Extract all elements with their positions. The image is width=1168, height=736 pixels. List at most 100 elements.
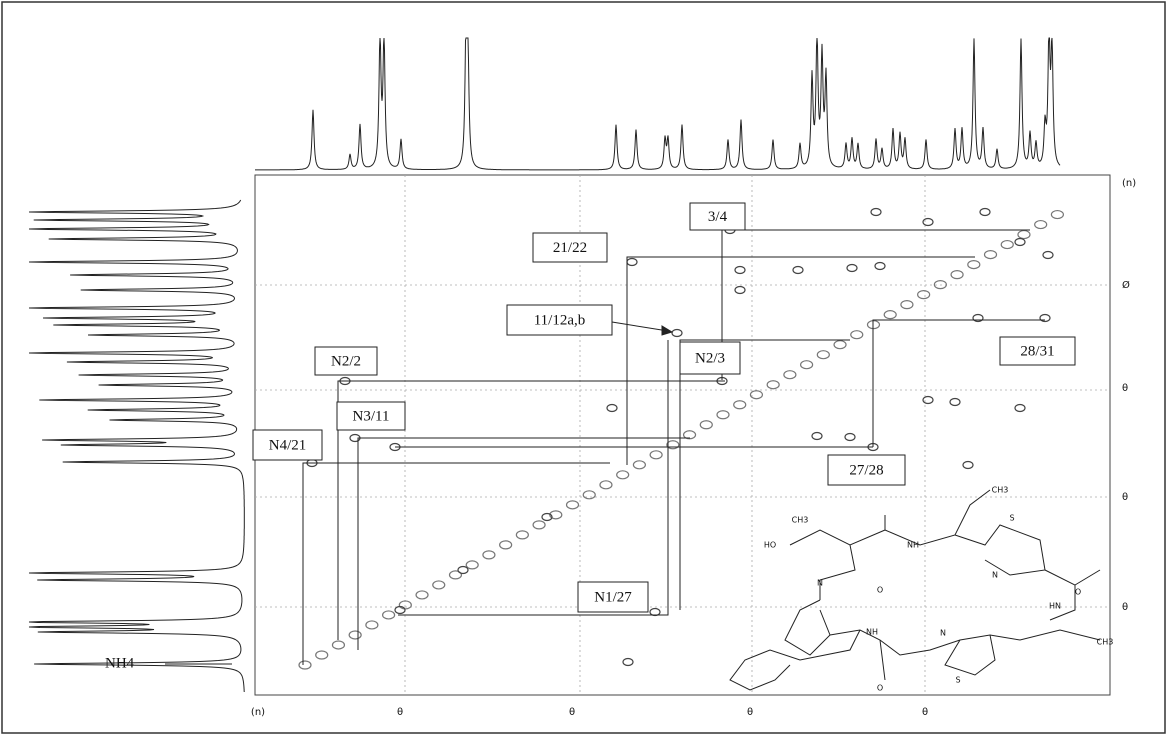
cross-peak xyxy=(870,207,882,217)
cross-peak xyxy=(846,263,858,273)
diagonal-peak xyxy=(382,610,396,620)
cross-peak xyxy=(671,328,683,338)
label-box xyxy=(506,304,613,336)
cross-peak xyxy=(972,313,984,323)
cross-peak xyxy=(979,207,991,217)
x-tick-label: (n) xyxy=(251,707,265,718)
proton-spectrum-left xyxy=(28,199,245,692)
y-tick-label: θ xyxy=(1122,492,1128,503)
diagonal-peak xyxy=(749,390,764,400)
cross-peak xyxy=(874,261,886,271)
cross-peaks xyxy=(298,207,1065,670)
diagonal-peak xyxy=(1034,219,1048,230)
diagonal-peak xyxy=(582,490,596,500)
cross-peak xyxy=(1039,313,1051,323)
structure-label: O xyxy=(877,586,883,595)
structure-label: CH3 xyxy=(792,516,809,525)
diagonal-peak xyxy=(298,660,312,670)
diagonal-peak xyxy=(716,410,730,420)
cross-peak xyxy=(622,657,634,667)
diagonal-peak xyxy=(448,570,463,580)
x-tick-label: θ xyxy=(397,707,403,718)
structure-label: HN xyxy=(1049,602,1061,611)
cross-peak xyxy=(922,217,934,227)
y-tick-label: (n) xyxy=(1122,178,1136,189)
cross-peak xyxy=(649,607,661,617)
cross-peak xyxy=(949,397,961,407)
diagonal-peak xyxy=(482,550,496,560)
diagonal-peak xyxy=(532,520,546,530)
assignment-label: N2/3 xyxy=(695,350,725,366)
y-tick-label: Ø xyxy=(1122,279,1130,291)
side-label: NH4 xyxy=(105,655,135,671)
cross-peak xyxy=(734,265,746,275)
structure-label: S xyxy=(1009,514,1014,523)
diagonal-peak xyxy=(666,440,680,450)
diagonal-peak xyxy=(850,330,864,340)
diagonal-peak xyxy=(515,530,529,540)
assignment-label: N3/11 xyxy=(353,408,390,424)
diagonal-peak xyxy=(833,340,847,350)
label-box xyxy=(999,336,1076,366)
cross-peak xyxy=(962,460,974,470)
structure-label: O xyxy=(1075,588,1081,597)
diagonal-peak xyxy=(549,510,563,520)
diagonal-peak xyxy=(816,350,830,360)
diagonal-peak xyxy=(682,430,697,440)
structure-label: HO xyxy=(764,541,776,550)
cross-peak xyxy=(811,431,823,441)
cross-peak xyxy=(922,395,934,405)
assignment-label: 3/4 xyxy=(708,209,728,225)
cross-peak xyxy=(606,403,618,413)
diagonal-peak xyxy=(766,380,780,390)
label-box xyxy=(532,232,608,263)
cross-peak xyxy=(1042,250,1054,260)
cross-peak xyxy=(792,265,804,275)
diagonal-peak xyxy=(599,480,613,490)
diagonal-peak xyxy=(415,590,429,600)
assignment-label: 21/22 xyxy=(553,240,587,256)
structure-label: NH xyxy=(907,541,919,550)
structure-label: N xyxy=(817,579,823,588)
assignment-label: 27/28 xyxy=(849,462,883,478)
diagonal-peak xyxy=(1017,229,1031,240)
label-box xyxy=(827,454,906,486)
assignment-label: N4/21 xyxy=(269,437,307,453)
label-box xyxy=(314,346,378,376)
cross-peak xyxy=(1014,403,1026,413)
x-tick-label: θ xyxy=(569,707,575,718)
diagonal-peak xyxy=(499,540,513,550)
cross-peak xyxy=(457,565,469,575)
diagonal-peak xyxy=(950,270,964,280)
structure-label: N xyxy=(940,629,946,638)
diagonal-peak xyxy=(733,400,747,410)
structure-label: NH xyxy=(866,628,878,637)
label-box xyxy=(577,581,649,613)
diagonal-peak xyxy=(1050,209,1065,220)
x-tick-label: θ xyxy=(747,707,753,718)
cross-peak xyxy=(541,512,553,522)
diagonal-peak xyxy=(783,370,797,380)
diagonal-peak xyxy=(565,500,580,510)
diagonal-peak xyxy=(649,450,663,460)
diagonal-peak xyxy=(967,260,981,270)
structure-label: CH3 xyxy=(1097,638,1114,647)
structure-label: O xyxy=(877,684,883,693)
diagonal-peak xyxy=(883,310,897,320)
y-tick-label: θ xyxy=(1122,602,1128,613)
structure-label: S xyxy=(955,676,960,685)
assignment-label: 11/12a,b xyxy=(534,312,586,328)
assignment-label: 28/31 xyxy=(1020,343,1054,359)
diagonal-peak xyxy=(331,640,346,650)
assignment-label: N1/27 xyxy=(594,589,632,605)
diagonal-peak xyxy=(983,249,998,260)
diagonal-peak xyxy=(432,580,446,590)
diagonal-peak xyxy=(1000,239,1014,250)
cross-peak xyxy=(844,432,856,442)
diagonal-peak xyxy=(699,420,713,430)
label-box xyxy=(679,341,741,375)
diagonal-peak xyxy=(917,290,931,300)
diagonal-peak xyxy=(465,560,479,570)
